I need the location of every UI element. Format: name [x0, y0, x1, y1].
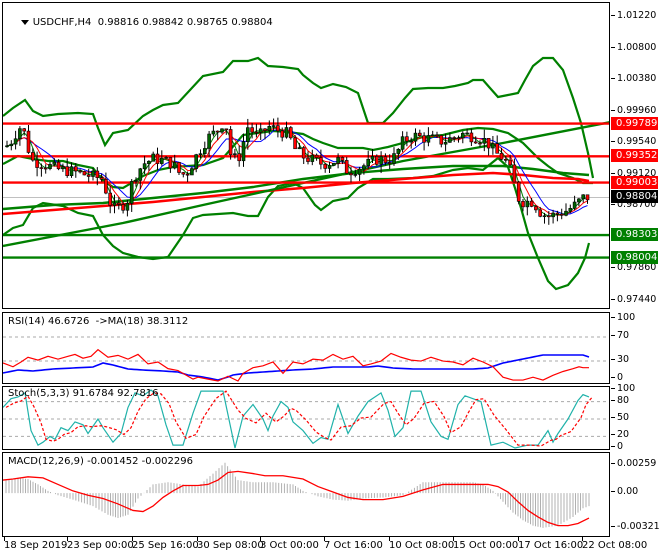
price-level-tag: 0.98804: [611, 190, 658, 204]
macd-tick: 0.00: [611, 486, 638, 497]
rsi-tick: 70: [611, 330, 629, 341]
stochastic-label: Stoch(5,3,3) 91.6784 92.7816: [8, 388, 159, 399]
stochastic-tick: 50: [611, 412, 629, 423]
time-tick: 23 Sep 00:00: [67, 536, 134, 551]
stochastic-pane[interactable]: Stoch(5,3,3) 91.6784 92.7816: [2, 386, 610, 450]
time-tick: 25 Sep 16:00: [132, 536, 199, 551]
price-axis: 1.01220 1.00800 1.00380 0.99960 0.99540 0.991…: [611, 2, 660, 309]
price-tick: 1.01220: [611, 10, 656, 21]
rsi-tick: 0: [611, 372, 623, 383]
chart-title: USDCHF,H4 0.98816 0.98842 0.98765 0.9880…: [8, 6, 273, 39]
stochastic-tick: 100: [611, 383, 635, 394]
stochastic-canvas: [3, 389, 609, 449]
price-tick: 1.00380: [611, 73, 656, 84]
stochastic-tick: 80: [611, 395, 629, 406]
macd-axis: 0.00259 0.00 -0.003217: [611, 452, 660, 537]
time-tick: 17 Oct 16:00: [518, 536, 584, 551]
macd-tick: 0.00259: [611, 458, 656, 469]
price-chart-canvas: [3, 56, 609, 291]
rsi-label: RSI(14) 46.6726 ->MA(18) 38.3112: [8, 316, 189, 327]
rsi-canvas: [3, 336, 609, 382]
price-tick: 0.99120: [611, 168, 656, 179]
price-tick: 1.00800: [611, 42, 656, 53]
rsi-tick: 100: [611, 312, 635, 323]
dropdown-triangle-icon[interactable]: [20, 19, 29, 25]
price-tick: 0.99960: [611, 105, 656, 116]
time-tick: 3 Oct 00:00: [260, 536, 319, 551]
time-tick: 30 Sep 08:00: [197, 536, 264, 551]
price-chart-pane[interactable]: USDCHF,H4 0.98816 0.98842 0.98765 0.9880…: [2, 2, 610, 309]
time-tick: 15 Oct 00:00: [453, 536, 519, 551]
price-tick: 0.97440: [611, 294, 656, 305]
price-level-tag: 0.98004: [611, 250, 658, 264]
price-level-tag: 0.98303: [611, 228, 658, 242]
macd-tick: -0.003217: [611, 521, 660, 532]
price-tick: 0.97860: [611, 262, 656, 273]
price-level-tag: 0.99789: [611, 116, 658, 130]
time-tick: 18 Sep 2019: [4, 536, 68, 551]
symbol-ohlc-label: USDCHF,H4 0.98816 0.98842 0.98765 0.9880…: [32, 17, 273, 28]
rsi-axis: 100 70 30 0: [611, 312, 660, 384]
price-level-tag: 0.99352: [611, 149, 658, 163]
stochastic-tick: 20: [611, 429, 629, 440]
macd-label: MACD(12,26,9) -0.001452 -0.002296: [8, 456, 193, 467]
macd-pane[interactable]: MACD(12,26,9) -0.001452 -0.002296: [2, 452, 610, 537]
time-tick: 7 Oct 16:00: [324, 536, 383, 551]
rsi-tick: 30: [611, 354, 629, 365]
time-tick: 10 Oct 08:00: [389, 536, 455, 551]
stochastic-tick: 0: [611, 441, 623, 452]
price-tick: 0.98700: [611, 199, 656, 210]
stochastic-axis: 100 80 50 20 0: [611, 383, 660, 452]
time-tick: 22 Oct 08:00: [582, 536, 648, 551]
price-level-tag: 0.99003: [611, 175, 658, 189]
time-axis: 18 Sep 2019 23 Sep 00:00 25 Sep 16:00 30 Se…: [2, 536, 647, 560]
macd-canvas: [3, 462, 590, 528]
rsi-pane[interactable]: RSI(14) 46.6726 ->MA(18) 38.3112: [2, 312, 610, 384]
price-tick: 0.99540: [611, 136, 656, 147]
